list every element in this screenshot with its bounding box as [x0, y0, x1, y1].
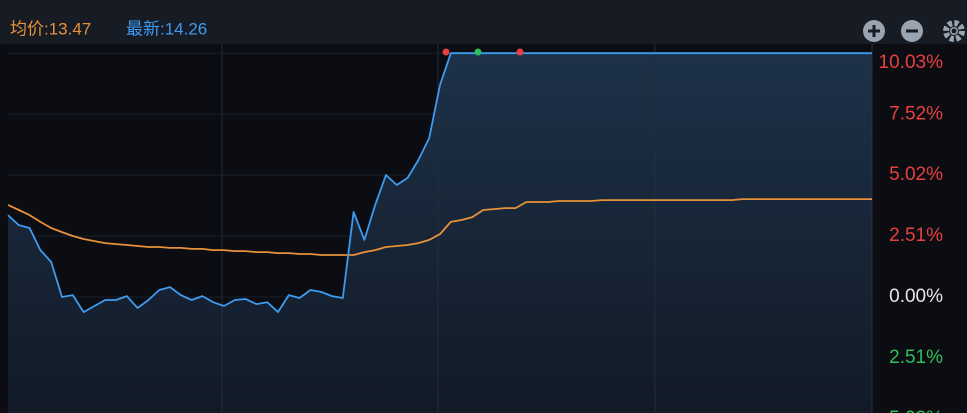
y-tick-label: 7.52%	[889, 103, 943, 124]
lines	[7, 52, 872, 314]
zoom-out[interactable]	[901, 20, 923, 42]
event-dot	[516, 48, 524, 56]
y-tick-label: 0.00%	[889, 286, 943, 307]
event-dot	[474, 48, 482, 56]
legend-avg: 均价:13.47	[10, 19, 91, 38]
legend-last: 最新:14.26	[126, 19, 207, 38]
y-tick-label: 10.03%	[879, 52, 944, 73]
zoom-in[interactable]	[863, 20, 885, 42]
y-axis: 10.03% 7.52% 5.02% 2.51% 0.00% 2.51% 5.02%	[879, 52, 944, 413]
header-bar	[0, 0, 967, 44]
settings[interactable]	[943, 20, 965, 42]
y-tick-label: 2.51%	[889, 347, 943, 368]
avg-line	[7, 198, 872, 256]
y-tick-label: 2.51%	[889, 225, 943, 246]
y-tick-label: 5.02%	[889, 408, 943, 413]
event-dot	[442, 48, 450, 56]
y-tick-label: 5.02%	[889, 164, 943, 185]
price-line	[7, 52, 872, 314]
